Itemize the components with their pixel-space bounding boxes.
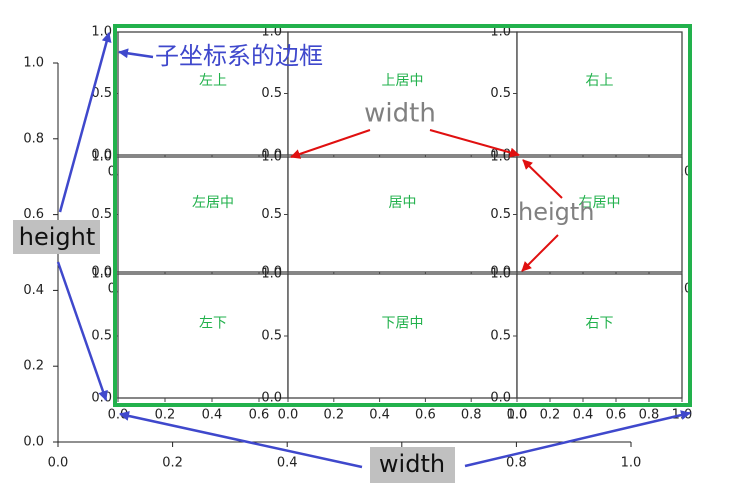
arrow: [464, 410, 691, 468]
y-tick-label: 0.0: [91, 391, 112, 406]
x-tick-label: 0.4: [202, 408, 223, 423]
y-tick-label: 0.0: [23, 435, 44, 450]
subplot-label: 右居中: [579, 195, 621, 211]
subplot-frame: [117, 273, 289, 399]
x-tick-label: 0.2: [323, 408, 344, 423]
y-tick-label: 0.4: [23, 283, 44, 298]
subplot: 左上0.00.51.00.00.20.40.6: [91, 25, 289, 180]
subplot-label: 左上: [199, 73, 227, 89]
height-label: height: [19, 223, 96, 251]
subplot-frame: [287, 31, 518, 156]
subplot-frame: [516, 273, 683, 399]
y-tick-label: 0.5: [261, 329, 282, 344]
subplot-label: 上居中: [382, 73, 424, 89]
x-tick-label: 0.2: [162, 456, 183, 471]
height-note: heigth: [518, 198, 595, 226]
x-tick-label: 0.0: [278, 408, 299, 423]
subplot-label: 左下: [199, 316, 227, 332]
y-tick-label: 1.0: [261, 150, 282, 165]
subplot-label: 右下: [586, 316, 614, 332]
subplot-label: 左居中: [192, 195, 234, 211]
arrow: [522, 159, 563, 199]
x-tick-label: 0.6: [415, 408, 436, 423]
x-tick-label: 0.0: [48, 456, 69, 471]
y-tick-label: 0.5: [91, 207, 112, 222]
subplot: 右上0.00.51.00.00.20.40.60.81.0: [490, 25, 692, 180]
y-tick-label: 1.0: [261, 25, 282, 40]
subplot-frame: [287, 273, 518, 399]
subplot: 右下0.00.51.00.00.20.40.60.81.0: [490, 267, 692, 423]
subplot-label: 下居中: [382, 316, 424, 332]
arrow: [521, 234, 559, 272]
y-tick-label: 0.5: [91, 86, 112, 101]
y-tick-label: 0.5: [91, 329, 112, 344]
x-tick-label: 0.4: [573, 408, 594, 423]
arrow: [119, 411, 363, 469]
x-tick-label: 0.4: [277, 456, 298, 471]
y-tick-label: 0.0: [261, 391, 282, 406]
y-tick-label: 1.0: [23, 56, 44, 71]
subplot: 居中0.00.51.00.00.20.40.60.81.0: [261, 150, 527, 297]
arrow: [118, 48, 154, 59]
subplot-frame: [117, 31, 289, 156]
x-tick-label: 0.2: [540, 408, 561, 423]
y-tick-label: 0.5: [490, 207, 511, 222]
subplot-label: 右上: [586, 73, 614, 89]
x-tick-label: 1.0: [507, 408, 528, 423]
y-tick-label: 0.5: [490, 86, 511, 101]
arrow: [56, 261, 108, 401]
y-tick-label: 1.0: [261, 267, 282, 282]
subplot: 左下0.00.51.00.0 0.2 0.4 0.6: [91, 267, 289, 423]
y-tick-label: 1.0: [490, 25, 511, 40]
x-tick-label: 0.8: [506, 456, 527, 471]
x-tick-label: 0.0: [507, 408, 528, 423]
subplot-frame: [516, 31, 683, 156]
y-tick-label: 1.0: [490, 150, 511, 165]
width-note: width: [364, 99, 436, 129]
arrow: [58, 32, 112, 213]
x-tick-label: 0.6: [606, 408, 627, 423]
y-tick-label: 0.5: [261, 207, 282, 222]
y-tick-label: 0.8: [23, 131, 44, 146]
label-box: [370, 447, 455, 483]
y-tick-label: 0.0: [91, 148, 112, 163]
x-tick-label: 0.2: [155, 408, 176, 423]
subplot-frame: [516, 156, 683, 273]
y-tick-label: 1.0: [91, 267, 112, 282]
subplots: 左上0.00.51.00.00.20.40.6上居中0.00.51.00.00.…: [91, 25, 692, 423]
annotations: 子坐标系的边框 width heigth height width: [13, 32, 691, 483]
y-tick-label: 0.5: [490, 329, 511, 344]
subplot-frame: [287, 156, 518, 273]
border-note: 子坐标系的边框: [155, 42, 323, 70]
border-highlight: [113, 24, 692, 407]
y-tick-label: 0.0: [91, 265, 112, 280]
width-label: width: [379, 450, 445, 478]
x-tick-label: 1.0: [621, 456, 642, 471]
arrow: [429, 129, 520, 158]
y-tick-label: 0.0: [490, 391, 511, 406]
x-tick-label: 0.4: [369, 408, 390, 423]
y-tick-label: 0.5: [261, 86, 282, 101]
subplot-label: 居中: [389, 195, 417, 211]
y-tick-label: 1.0: [91, 150, 112, 165]
y-tick-label: 1.0: [490, 267, 511, 282]
subplot-frame: [117, 156, 289, 273]
y-tick-label: 0.6: [23, 207, 44, 222]
label-box: [13, 220, 100, 254]
y-tick-label: 0.2: [23, 359, 44, 374]
x-tick-label: 0.8: [461, 408, 482, 423]
arrow: [290, 129, 371, 159]
x-tick-label: 0.8: [639, 408, 660, 423]
x-tick-label: 0.6: [249, 408, 270, 423]
